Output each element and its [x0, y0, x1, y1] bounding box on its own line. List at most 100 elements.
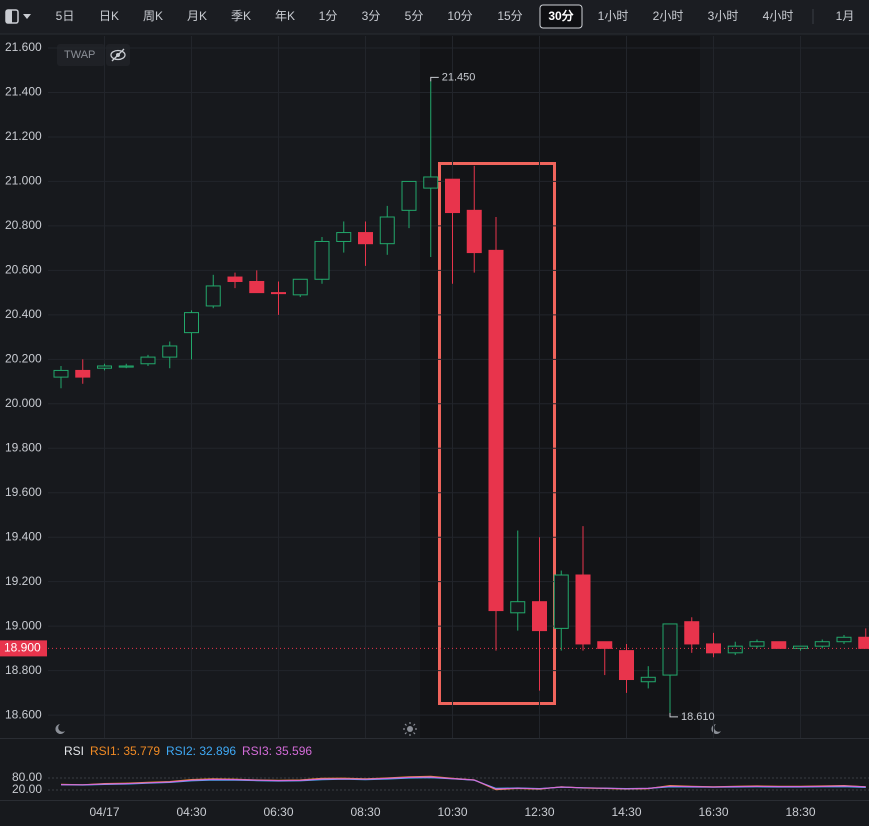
x-tick-label: 10:30	[437, 805, 467, 819]
y-tick-label: 21.000	[5, 174, 42, 188]
y-tick-label: 18.800	[5, 663, 42, 677]
timeframe-tab[interactable]: 月K	[187, 9, 207, 23]
candle-body	[553, 574, 569, 629]
x-tick-label: 04/17	[89, 805, 119, 819]
timeframe-tab[interactable]: 5分	[405, 9, 424, 23]
candle-body	[727, 645, 743, 654]
candle-body	[401, 180, 417, 211]
y-tick-label: 21.600	[5, 40, 42, 54]
timeframe-tab[interactable]: 30分	[548, 8, 573, 23]
timeframe-tab[interactable]: 季K	[231, 9, 251, 23]
y-tick-label: 20.000	[5, 396, 42, 410]
candle-body	[749, 641, 765, 647]
candle-body	[118, 365, 134, 368]
y-tick-label: 19.200	[5, 574, 42, 588]
timeframe-tab[interactable]: 3分	[362, 9, 381, 23]
candle-body	[249, 280, 265, 294]
candle-body	[814, 641, 830, 647]
candle-body	[205, 285, 221, 307]
last-price-tag	[0, 640, 47, 657]
candle-body	[619, 650, 634, 681]
eye-slash	[111, 48, 125, 62]
candle-body	[227, 276, 243, 282]
candle-body	[597, 641, 613, 649]
candle-body	[532, 601, 547, 632]
candle-body	[358, 232, 373, 245]
moon-icon	[55, 724, 65, 734]
y-tick-label: 18.600	[5, 707, 42, 721]
x-tick-label: 18:30	[785, 805, 815, 819]
rsi-title: RSI	[64, 744, 84, 758]
candle-body	[836, 636, 852, 643]
legend-entry: RSI1: 35.779	[90, 744, 160, 758]
y-tick-label: 19.400	[5, 529, 42, 543]
y-tick-label: 19.000	[5, 618, 42, 632]
candle-body	[684, 621, 700, 645]
candle-body	[336, 232, 352, 242]
timeframe-tab[interactable]: 周K	[143, 9, 163, 23]
candle-body	[771, 641, 787, 649]
timeframe-tab[interactable]: 日K	[99, 9, 119, 23]
x-tick-label: 04:30	[176, 805, 206, 819]
x-tick-label: 16:30	[698, 805, 728, 819]
timeframe-tab[interactable]: 15分	[497, 9, 522, 23]
rsi-tick-label: 80.00	[12, 770, 42, 784]
timeframe-tab[interactable]: 年K	[275, 9, 295, 23]
candle-body	[379, 216, 395, 245]
candle-body	[184, 312, 199, 334]
sun-rays	[403, 722, 417, 736]
y-tick-label: 21.400	[5, 85, 42, 99]
timeframe-tab[interactable]: 5日	[56, 9, 75, 23]
eye	[110, 49, 126, 61]
candle-body	[662, 623, 678, 676]
candle-body	[97, 365, 112, 369]
x-tick-label: 12:30	[524, 805, 554, 819]
y-tick-label: 20.600	[5, 263, 42, 277]
candle-body	[162, 345, 178, 358]
candle-body	[75, 369, 91, 378]
session-shade	[420, 36, 700, 738]
candle-body	[292, 278, 308, 296]
candle-body	[314, 240, 330, 280]
annotation-label: 18.610	[681, 711, 715, 723]
toolbar	[0, 0, 869, 34]
candle-body	[445, 178, 460, 214]
x-tick-label: 06:30	[263, 805, 293, 819]
timeframe-tab[interactable]: 1小时	[598, 9, 629, 23]
indicator-label: TWAP	[64, 49, 95, 61]
candle-body	[858, 636, 869, 649]
annotation-label: 21.450	[442, 71, 476, 83]
timeframe-tab[interactable]: 1月	[836, 9, 855, 23]
grid	[48, 36, 869, 738]
rsi-tick-label: 20.00	[12, 782, 42, 796]
candle-body	[53, 369, 69, 378]
candle-body	[510, 601, 526, 614]
hide-icon[interactable]	[106, 44, 130, 66]
candle-body	[488, 249, 504, 612]
legend-entry: RSI3: 35.596	[242, 744, 312, 758]
candle-body	[640, 676, 656, 683]
timeframe-tab[interactable]: 3小时	[708, 9, 739, 23]
x-tick-label: 08:30	[350, 805, 380, 819]
y-tick-label: 20.400	[5, 307, 42, 321]
y-tick-label: 19.600	[5, 485, 42, 499]
y-tick-label: 21.200	[5, 129, 42, 143]
sun-icon	[407, 726, 413, 732]
timeframe-tab[interactable]: 4小时	[763, 9, 794, 23]
timeframe-tab[interactable]: 1分	[319, 9, 338, 23]
active-tab-box	[539, 4, 583, 29]
rsi-line	[60, 776, 866, 790]
dropdown-arrow[interactable]	[23, 14, 31, 19]
layout-icon-fill	[6, 10, 12, 23]
candle-body	[140, 356, 156, 365]
candle-body	[466, 209, 482, 254]
timeframe-tab[interactable]: 2小时	[653, 9, 684, 23]
annotation-leader	[669, 712, 678, 718]
last-price-label: 18.900	[4, 641, 41, 655]
candle-body	[271, 292, 286, 295]
indicator-badge[interactable]	[57, 44, 105, 66]
timeframe-tab[interactable]: 10分	[447, 9, 472, 23]
legend-entry: RSI2: 32.896	[166, 744, 236, 758]
